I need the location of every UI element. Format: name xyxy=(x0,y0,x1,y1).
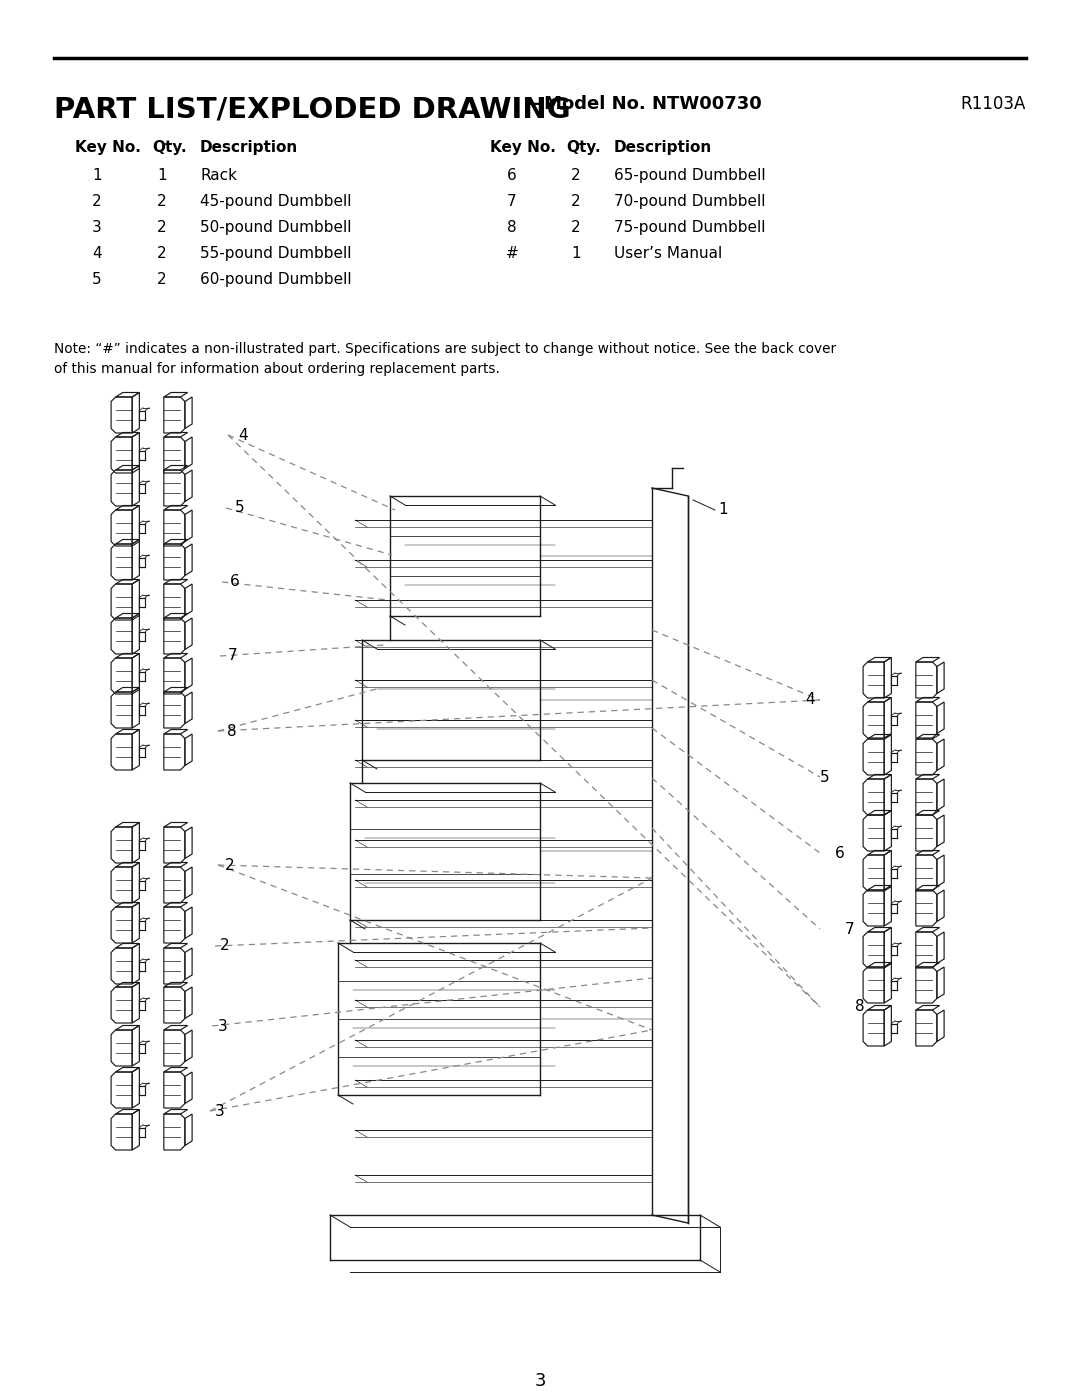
Text: 1: 1 xyxy=(158,168,166,183)
Text: 2: 2 xyxy=(158,194,166,210)
Text: 65-pound Dumbbell: 65-pound Dumbbell xyxy=(615,168,766,183)
Text: 4: 4 xyxy=(238,427,247,443)
Text: 3: 3 xyxy=(218,1018,228,1034)
Text: 7: 7 xyxy=(508,194,517,210)
Text: 3: 3 xyxy=(92,219,102,235)
Text: 2: 2 xyxy=(225,858,234,873)
Text: Note: “#” indicates a non-illustrated part. Specifications are subject to change: Note: “#” indicates a non-illustrated pa… xyxy=(54,342,836,376)
Text: 60-pound Dumbbell: 60-pound Dumbbell xyxy=(200,272,352,286)
Text: 2: 2 xyxy=(158,272,166,286)
Text: 2: 2 xyxy=(158,219,166,235)
Text: Qty.: Qty. xyxy=(566,140,600,155)
Text: 2: 2 xyxy=(571,194,581,210)
Text: 50-pound Dumbbell: 50-pound Dumbbell xyxy=(200,219,351,235)
Text: 3: 3 xyxy=(215,1104,225,1119)
Text: 45-pound Dumbbell: 45-pound Dumbbell xyxy=(200,194,351,210)
Text: 6: 6 xyxy=(835,845,845,861)
Text: 5: 5 xyxy=(820,770,829,785)
Text: 4: 4 xyxy=(92,246,102,261)
Text: 4: 4 xyxy=(805,693,814,707)
Text: PART LIST/EXPLODED DRAWING: PART LIST/EXPLODED DRAWING xyxy=(54,95,570,123)
Text: 75-pound Dumbbell: 75-pound Dumbbell xyxy=(615,219,766,235)
Text: —Model No. NTW00730: —Model No. NTW00730 xyxy=(526,95,761,113)
Text: 70-pound Dumbbell: 70-pound Dumbbell xyxy=(615,194,766,210)
Text: 2: 2 xyxy=(220,937,230,953)
Text: 2: 2 xyxy=(158,246,166,261)
Text: 8: 8 xyxy=(508,219,517,235)
Text: Rack: Rack xyxy=(200,168,237,183)
Text: Key No.: Key No. xyxy=(490,140,556,155)
Text: 2: 2 xyxy=(92,194,102,210)
Text: 1: 1 xyxy=(718,503,728,517)
Text: 6: 6 xyxy=(230,574,240,590)
Text: Key No.: Key No. xyxy=(75,140,140,155)
Text: 55-pound Dumbbell: 55-pound Dumbbell xyxy=(200,246,351,261)
Text: User’s Manual: User’s Manual xyxy=(615,246,723,261)
Text: Qty.: Qty. xyxy=(152,140,187,155)
Text: 2: 2 xyxy=(571,219,581,235)
Text: 7: 7 xyxy=(228,648,238,664)
Text: #: # xyxy=(505,246,518,261)
Text: 6: 6 xyxy=(508,168,517,183)
Text: 5: 5 xyxy=(235,500,245,515)
Text: Description: Description xyxy=(615,140,712,155)
Text: Description: Description xyxy=(200,140,298,155)
Text: R1103A: R1103A xyxy=(960,95,1026,113)
Text: 2: 2 xyxy=(571,168,581,183)
Text: 8: 8 xyxy=(855,999,865,1014)
Text: 8: 8 xyxy=(227,724,237,739)
Text: 1: 1 xyxy=(92,168,102,183)
Text: 3: 3 xyxy=(535,1372,545,1390)
Text: 5: 5 xyxy=(92,272,102,286)
Text: 7: 7 xyxy=(845,922,854,936)
Text: 1: 1 xyxy=(571,246,581,261)
